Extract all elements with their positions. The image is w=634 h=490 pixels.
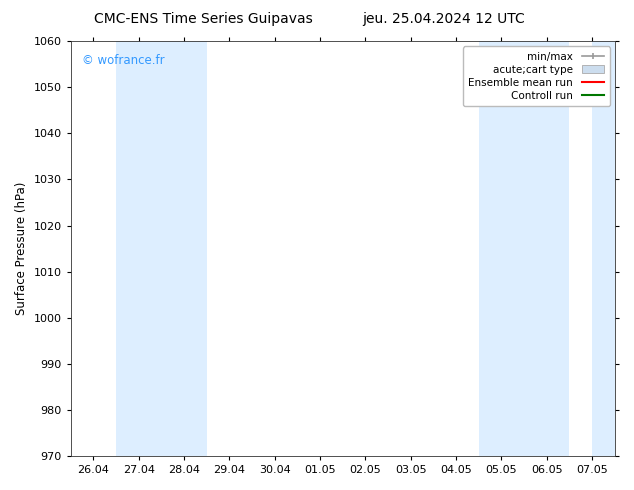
Y-axis label: Surface Pressure (hPa): Surface Pressure (hPa) xyxy=(15,182,28,315)
Bar xyxy=(479,41,569,456)
Text: jeu. 25.04.2024 12 UTC: jeu. 25.04.2024 12 UTC xyxy=(363,12,525,26)
Text: CMC-ENS Time Series Guipavas: CMC-ENS Time Series Guipavas xyxy=(93,12,313,26)
Text: © wofrance.fr: © wofrance.fr xyxy=(82,54,164,67)
Legend: min/max, acute;cart type, Ensemble mean run, Controll run: min/max, acute;cart type, Ensemble mean … xyxy=(463,47,610,106)
Bar xyxy=(592,41,615,456)
Bar xyxy=(116,41,207,456)
